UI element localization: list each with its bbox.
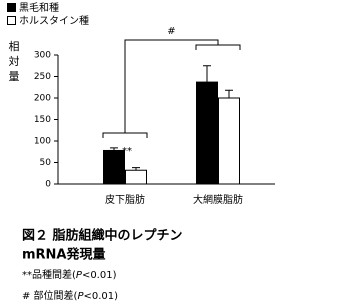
note-part: P <box>77 291 84 302</box>
y-tick-label: 250 <box>34 72 51 82</box>
bar <box>125 169 147 185</box>
note-part: **品種間差( <box>22 268 76 281</box>
y-tick-label: 150 <box>34 115 51 125</box>
legend-label: 黒毛和種 <box>19 1 59 14</box>
note-part: <0.01) <box>82 270 117 281</box>
y-tick-label: 50 <box>40 158 52 168</box>
legend-label: ホルスタイン種 <box>19 14 89 27</box>
legend-swatch <box>7 3 16 12</box>
caption: mRNA発現量 <box>22 247 106 263</box>
bracket <box>102 39 241 138</box>
x-tick-label: 大網膜脂肪 <box>193 193 243 206</box>
x-tick-label: 皮下脂肪 <box>105 193 145 206</box>
error-bar <box>203 65 211 83</box>
note-part: P <box>76 270 83 281</box>
error-bar <box>110 147 118 151</box>
error-bar <box>132 167 140 171</box>
note-part: <0.01) <box>84 291 119 302</box>
note: **品種間差(P<0.01) <box>22 268 117 281</box>
bar <box>218 97 240 185</box>
y-tick-label: 300 <box>34 51 51 61</box>
annotation: # <box>167 26 175 37</box>
caption: 図２ 脂肪組織中のレプチン <box>22 228 183 244</box>
y-axis-label-group: 相対量 <box>9 40 20 83</box>
y-axis-label: 量 <box>9 70 20 83</box>
y-tick-label: 200 <box>34 94 51 104</box>
note-part: # 部位間差( <box>22 289 78 302</box>
y-tick-label: 0 <box>45 180 51 190</box>
legend-swatch <box>7 16 16 25</box>
bar <box>196 81 218 185</box>
y-tick-label: 100 <box>34 137 51 147</box>
y-axis-label: 対 <box>9 54 20 68</box>
note: # 部位間差(P<0.01) <box>22 289 118 302</box>
y-axis-label: 相 <box>9 40 20 53</box>
annotation: ** <box>122 146 132 157</box>
error-bar <box>225 89 233 98</box>
